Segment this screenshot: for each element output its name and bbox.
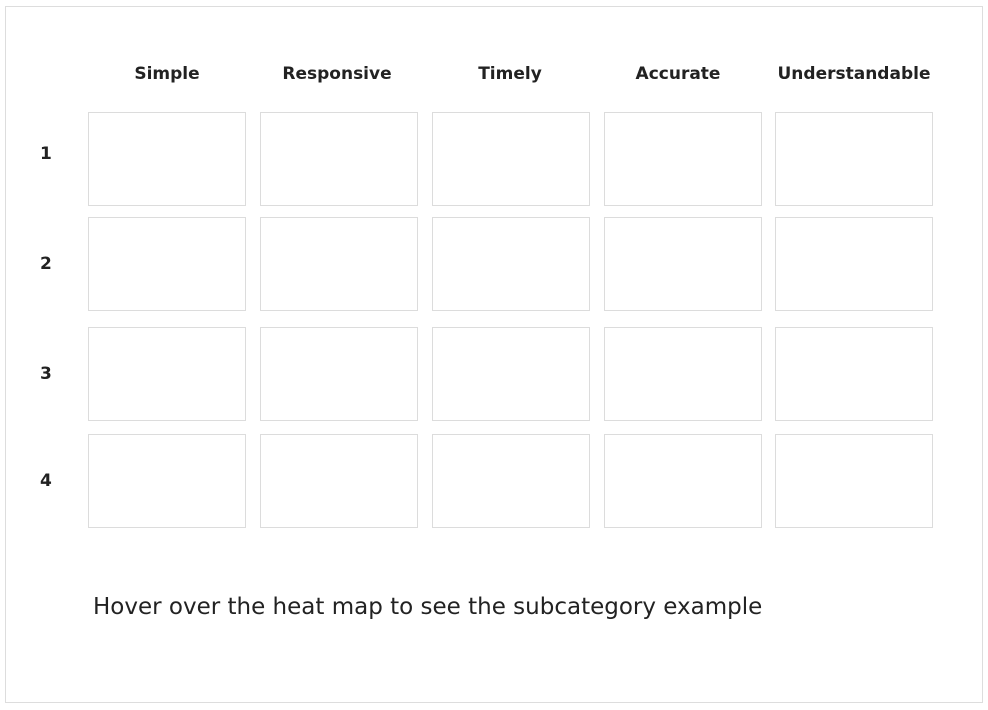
heatmap-cell-responsive-3[interactable] [260,327,418,421]
heatmap-cell-responsive-2[interactable] [260,217,418,311]
heatmap-cell-understandable-4[interactable] [775,434,933,528]
heatmap-cell-accurate-4[interactable] [604,434,762,528]
heatmap-cell-responsive-1[interactable] [260,112,418,206]
column-header-responsive: Responsive [282,64,392,84]
heatmap-cell-simple-4[interactable] [88,434,246,528]
row-header-3: 3 [40,364,52,384]
column-header-accurate: Accurate [635,64,721,84]
heatmap-cell-timely-3[interactable] [432,327,590,421]
column-header-timely: Timely [478,64,542,84]
column-header-understandable: Understandable [777,64,931,84]
row-header-2: 2 [40,254,52,274]
hover-hint-text: Hover over the heat map to see the subca… [93,594,763,620]
heatmap-cell-understandable-1[interactable] [775,112,933,206]
column-header-simple: Simple [134,64,200,84]
row-header-1: 1 [40,144,52,164]
heatmap-cell-simple-3[interactable] [88,327,246,421]
heatmap-cell-simple-1[interactable] [88,112,246,206]
heatmap-cell-timely-1[interactable] [432,112,590,206]
heatmap-cell-responsive-4[interactable] [260,434,418,528]
heatmap-cell-accurate-1[interactable] [604,112,762,206]
heatmap-cell-accurate-3[interactable] [604,327,762,421]
heatmap-cell-accurate-2[interactable] [604,217,762,311]
heatmap-cell-timely-4[interactable] [432,434,590,528]
heatmap-cell-timely-2[interactable] [432,217,590,311]
heatmap-cell-understandable-2[interactable] [775,217,933,311]
heatmap-cell-understandable-3[interactable] [775,327,933,421]
heatmap-cell-simple-2[interactable] [88,217,246,311]
row-header-4: 4 [40,471,52,491]
